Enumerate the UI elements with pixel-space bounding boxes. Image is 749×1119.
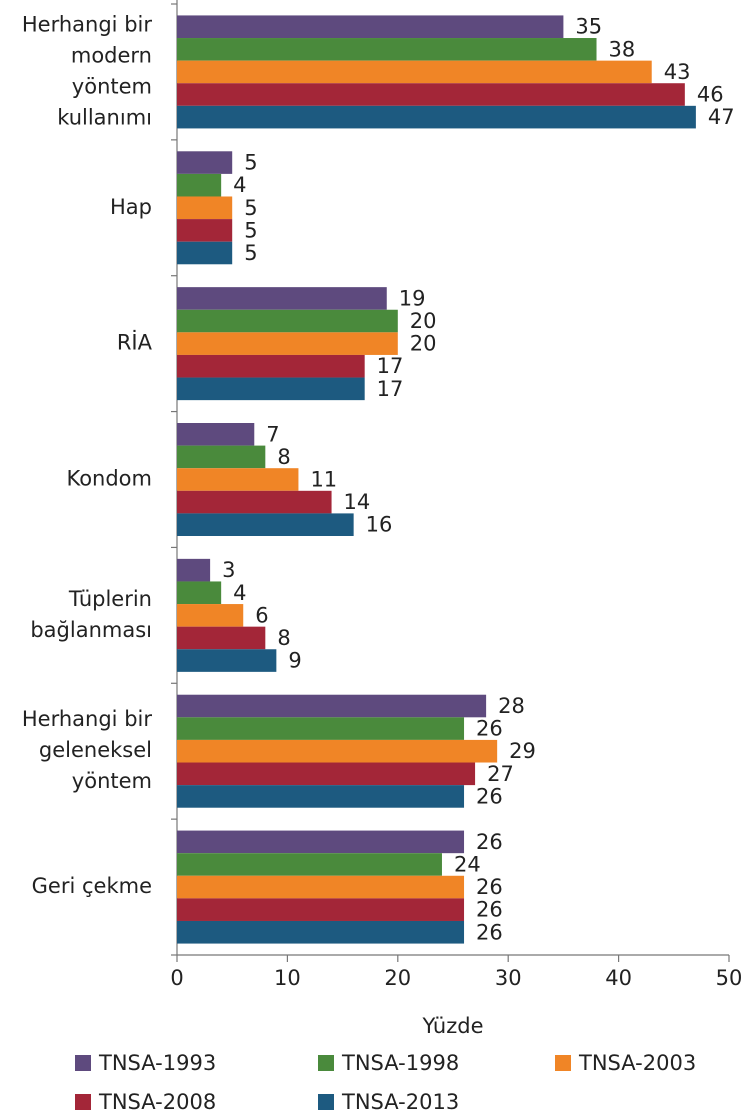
x-tick-label: 0 (170, 966, 183, 990)
value-label: 26 (476, 830, 503, 854)
y-tick-label: RİA (117, 330, 153, 355)
legend-label: TNSA-1993 (98, 1051, 216, 1075)
bar (177, 332, 398, 355)
legend-label: TNSA-2003 (578, 1051, 696, 1075)
bar (177, 309, 398, 333)
bar (177, 717, 465, 740)
bar (177, 513, 354, 536)
bar (177, 898, 465, 921)
bar (177, 785, 465, 808)
value-label: 11 (310, 468, 337, 492)
bar (177, 830, 465, 854)
x-axis-label: Yüzde (421, 1014, 483, 1038)
value-label: 3 (222, 558, 235, 582)
legend-swatch (318, 1094, 334, 1110)
value-label: 7 (266, 422, 279, 446)
bar (177, 558, 211, 582)
value-label: 35 (575, 15, 602, 39)
legend-swatch (318, 1055, 334, 1071)
bar (177, 354, 365, 378)
value-label: 14 (344, 490, 371, 514)
value-label: 43 (664, 60, 691, 84)
value-label: 8 (277, 626, 290, 650)
bar (177, 38, 597, 61)
value-label: 26 (476, 717, 503, 741)
value-label: 26 (476, 784, 503, 808)
bar (177, 196, 233, 220)
y-tick-label: Kondom (66, 467, 152, 491)
bar (177, 173, 222, 197)
value-label: 17 (377, 354, 404, 378)
legend-swatch (555, 1055, 571, 1071)
legend-label: TNSA-1998 (341, 1051, 459, 1075)
value-label: 5 (244, 196, 257, 220)
y-tick-label: Hap (110, 195, 152, 219)
bar (177, 423, 255, 446)
value-label: 26 (476, 875, 503, 899)
value-label: 28 (498, 694, 525, 718)
bar (177, 468, 299, 491)
legend-label: TNSA-2013 (341, 1090, 459, 1114)
y-tick-label: Herhangi bir geleneksel yöntem (22, 707, 152, 793)
value-label: 4 (233, 581, 246, 605)
value-label: 5 (244, 151, 257, 175)
value-label: 38 (609, 37, 636, 61)
bar (177, 581, 222, 605)
value-label: 9 (288, 649, 301, 673)
bar (177, 649, 277, 672)
bar (177, 287, 387, 310)
bar (177, 241, 233, 265)
value-label: 26 (476, 898, 503, 922)
bar (177, 219, 233, 242)
value-label: 6 (255, 603, 268, 627)
bar (177, 875, 465, 899)
y-tick-label: Geri çekme (32, 874, 152, 898)
bar (177, 739, 498, 763)
bar (177, 853, 442, 876)
y-tick-label: Herhangi bir modern yöntem kullanımı (22, 12, 152, 129)
value-label: 47 (708, 105, 735, 129)
value-label: 4 (233, 173, 246, 197)
x-tick-label: 10 (274, 966, 301, 990)
bar (177, 626, 266, 650)
bar (177, 151, 233, 174)
value-label: 5 (244, 218, 257, 242)
value-label: 5 (244, 241, 257, 265)
legend-label: TNSA-2008 (98, 1090, 216, 1114)
y-tick-label: Tüplerin bağlanması (30, 587, 152, 642)
bar (177, 377, 365, 401)
value-label: 46 (697, 83, 724, 107)
bar (177, 604, 244, 627)
value-label: 24 (454, 852, 481, 876)
x-tick-label: 20 (384, 966, 411, 990)
value-label: 17 (377, 377, 404, 401)
bar (177, 60, 652, 84)
bar (177, 920, 465, 944)
bar (177, 762, 476, 786)
bar (177, 694, 487, 718)
bar (177, 445, 266, 469)
value-label: 20 (410, 309, 437, 333)
bar (177, 490, 332, 514)
bar (177, 15, 564, 39)
value-label: 16 (366, 513, 393, 537)
value-label: 20 (410, 332, 437, 356)
x-tick-label: 40 (605, 966, 632, 990)
value-label: 29 (509, 739, 536, 763)
bar (177, 105, 696, 129)
value-label: 8 (277, 445, 290, 469)
x-tick-label: 30 (495, 966, 522, 990)
x-tick-label: 50 (716, 966, 743, 990)
legend-swatch (75, 1094, 91, 1110)
value-label: 26 (476, 920, 503, 944)
value-label: 27 (487, 762, 514, 786)
bar (177, 83, 685, 106)
value-label: 19 (399, 286, 426, 310)
legend-swatch (75, 1055, 91, 1071)
